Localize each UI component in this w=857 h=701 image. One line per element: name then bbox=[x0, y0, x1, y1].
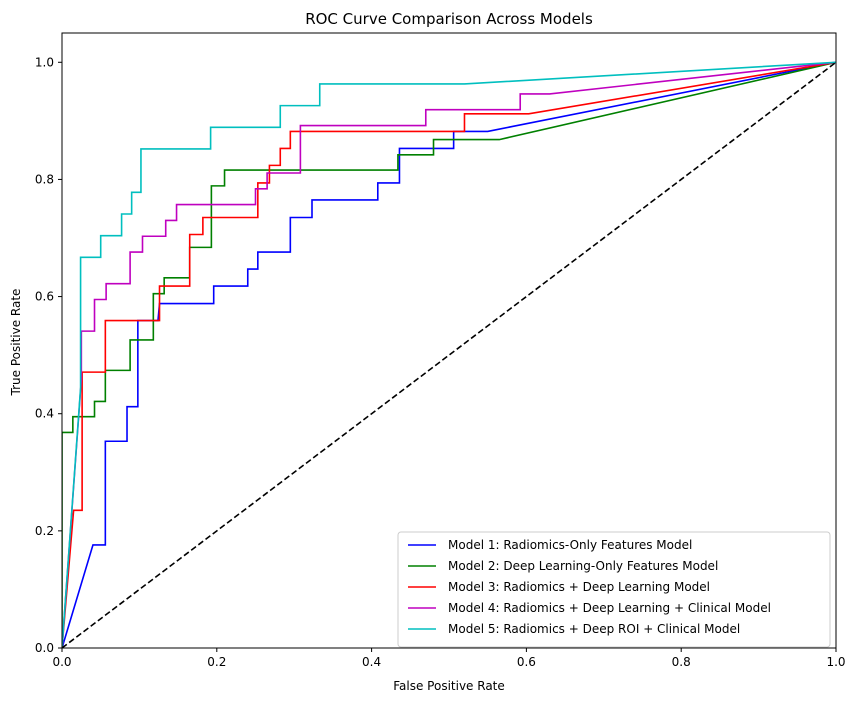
x-axis-label: False Positive Rate bbox=[393, 679, 505, 693]
series-line-model-1 bbox=[62, 61, 836, 648]
series-line-model-5 bbox=[62, 61, 836, 648]
y-tick-label: 1.0 bbox=[35, 55, 54, 69]
x-tick-label: 0.6 bbox=[517, 655, 536, 669]
y-tick-label: 0.8 bbox=[35, 172, 54, 186]
legend-label-model-2: Model 2: Deep Learning-Only Features Mod… bbox=[448, 559, 718, 573]
series-lines bbox=[62, 61, 836, 648]
y-tick-label: 0.0 bbox=[35, 641, 54, 655]
chart-title: ROC Curve Comparison Across Models bbox=[305, 10, 593, 28]
legend: Model 1: Radiomics-Only Features Model Mo… bbox=[397, 531, 831, 648]
y-tick-label: 0.4 bbox=[35, 407, 54, 421]
y-tick-label: 0.6 bbox=[35, 290, 54, 304]
legend-label-model-3: Model 3: Radiomics + Deep Learning Model bbox=[448, 580, 710, 594]
legend-box bbox=[397, 531, 831, 648]
series-line-model-4 bbox=[62, 61, 836, 648]
plot-area: 0.0 0.2 0.4 0.6 0.8 1.0 0.0 0.2 0.4 0.6 0.8 1.0 bbox=[35, 32, 846, 669]
x-tick-label: 1.0 bbox=[826, 655, 845, 669]
x-tick-label: 0.2 bbox=[207, 655, 226, 669]
series-line-model-3 bbox=[62, 61, 836, 648]
y-axis-label: True Positive Rate bbox=[9, 289, 23, 397]
legend-label-model-1: Model 1: Radiomics-Only Features Model bbox=[448, 538, 692, 552]
x-tick-label: 0.4 bbox=[362, 655, 381, 669]
legend-label-model-4: Model 4: Radiomics + Deep Learning + Cli… bbox=[448, 601, 771, 615]
x-tick-label: 0.0 bbox=[52, 655, 71, 669]
y-tick-label: 0.2 bbox=[35, 524, 54, 538]
legend-label-model-5: Model 5: Radiomics + Deep ROI + Clinical… bbox=[448, 622, 740, 636]
x-tick-label: 0.8 bbox=[672, 655, 691, 669]
plot-frame bbox=[61, 32, 837, 649]
